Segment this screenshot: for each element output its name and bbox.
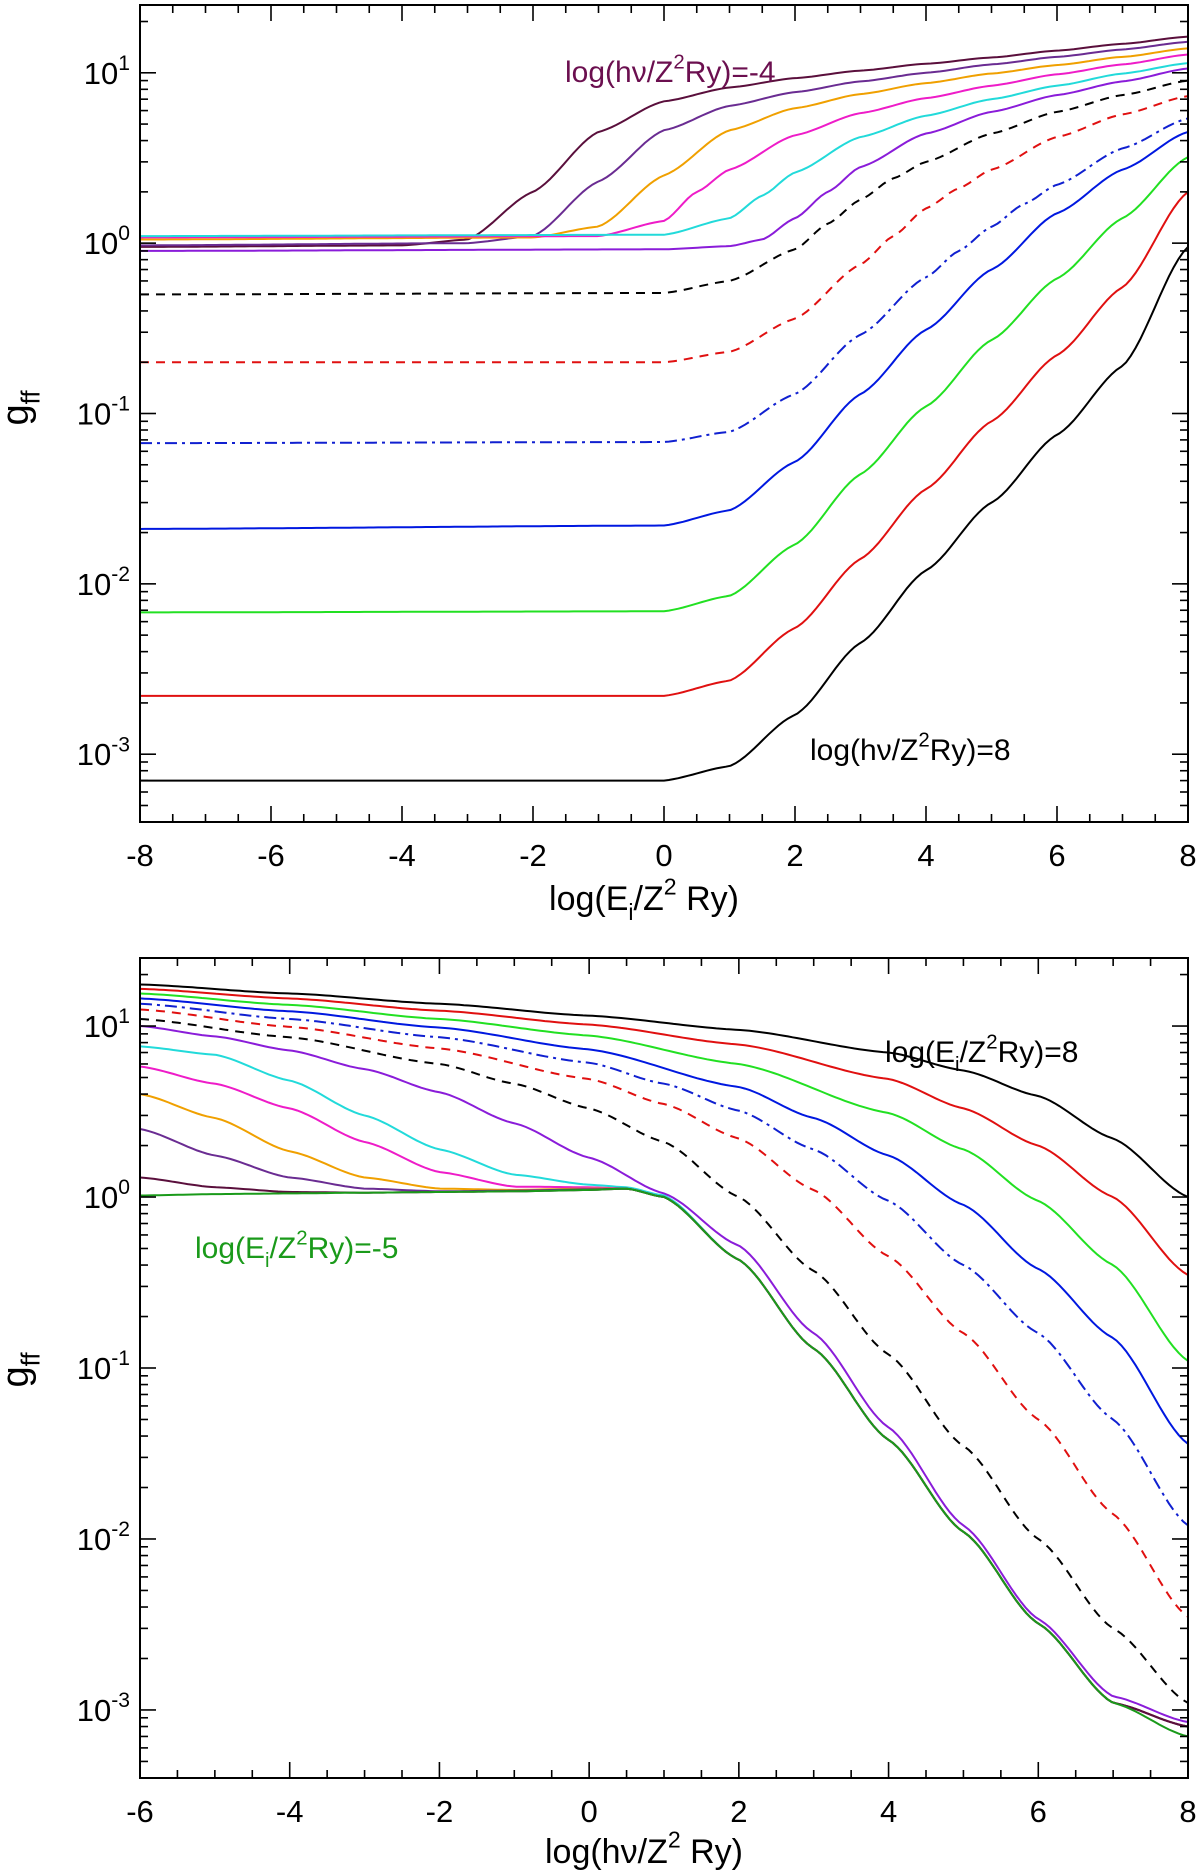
x-tick-label: 8 xyxy=(1179,1794,1196,1829)
series-line-5 xyxy=(140,1008,1188,1618)
series-line-3 xyxy=(140,997,1188,1445)
series-line-2 xyxy=(140,47,1188,241)
y-tick-label: 100 xyxy=(84,222,130,261)
series-line-6 xyxy=(140,1018,1188,1704)
x-tick-label: 6 xyxy=(1048,838,1065,873)
chart-bottom-gff-vs-photon-energy: -6 -4 -2 0 2 4 6 8 10-3 10-2 10-1 100 101 log(hν/Z2 R… xyxy=(0,957,1197,1870)
series-line-11 xyxy=(140,191,1188,697)
series-group xyxy=(140,983,1188,1738)
y-axis-title: gff xyxy=(0,1352,45,1388)
x-tick-label: -2 xyxy=(426,1794,454,1829)
series-line-7 xyxy=(140,95,1188,364)
y-tick-label: 10-2 xyxy=(77,563,130,602)
series-line-1 xyxy=(140,40,1188,247)
curve-annotation: log(Ei/Z2Ry)=8 xyxy=(885,1032,1078,1077)
x-tick-label: -8 xyxy=(126,838,154,873)
x-tick-label: -4 xyxy=(276,1794,304,1829)
x-tick-label: -4 xyxy=(388,838,416,873)
series-line-3 xyxy=(140,53,1188,239)
series-line-4 xyxy=(140,62,1188,238)
y-tick-label: 10-1 xyxy=(77,393,130,432)
x-tick-label: 8 xyxy=(1179,838,1196,873)
x-tick-label: -6 xyxy=(257,838,285,873)
series-line-5 xyxy=(140,67,1188,252)
x-tick-label: 2 xyxy=(730,1794,747,1829)
x-tick-label: 6 xyxy=(1030,1794,1047,1829)
series-line-10 xyxy=(140,1093,1188,1728)
series-line-6 xyxy=(140,79,1188,296)
x-tick-label: -2 xyxy=(519,838,547,873)
x-axis-title: log(Ei/Z2 Ry) xyxy=(549,874,739,926)
series-line-12 xyxy=(140,1176,1188,1728)
x-tick-label: 0 xyxy=(655,838,672,873)
x-axis-title: log(hν/Z2 Ry) xyxy=(545,1827,743,1870)
series-line-12 xyxy=(140,246,1188,782)
curve-annotation: log(Ei/Z2Ry)=-5 xyxy=(195,1228,398,1273)
series-line-4 xyxy=(140,1002,1188,1527)
x-tick-label: 0 xyxy=(581,1794,598,1829)
y-tick-label: 10-3 xyxy=(77,733,130,772)
series-group xyxy=(140,35,1188,782)
series-line-9 xyxy=(140,130,1188,530)
y-tick-label: 10-1 xyxy=(77,1347,130,1386)
series-line-11 xyxy=(140,1128,1188,1728)
series-line-0 xyxy=(140,35,1188,248)
series-line-8 xyxy=(140,1045,1188,1728)
y-tick-label: 10-3 xyxy=(77,1689,130,1728)
series-line-8 xyxy=(140,117,1188,445)
plot-frame xyxy=(139,957,1189,1779)
series-line-7 xyxy=(140,1025,1188,1723)
y-axis-title: gff xyxy=(0,390,45,426)
plot-frame xyxy=(139,4,1189,823)
x-tick-label: -6 xyxy=(126,1794,154,1829)
series-line-10 xyxy=(140,156,1188,614)
y-tick-label: 100 xyxy=(84,1176,130,1215)
series-line-0 xyxy=(140,983,1188,1198)
y-tick-label: 101 xyxy=(84,1005,130,1044)
series-line-13 xyxy=(140,1187,1188,1738)
x-tick-label: 4 xyxy=(917,838,934,873)
chart-top-gff-vs-electron-energy: -8 -6 -4 -2 0 2 4 6 8 10-3 10-2 10-1 100 101 log(Ei/Z2… xyxy=(0,4,1197,926)
y-tick-label: 10-2 xyxy=(77,1518,130,1557)
series-line-1 xyxy=(140,987,1188,1276)
curve-annotation: log(hν/Z2Ry)=-4 xyxy=(565,52,776,90)
curve-annotation: log(hν/Z2Ry)=8 xyxy=(810,730,1011,768)
x-tick-label: 4 xyxy=(880,1794,897,1829)
y-tick-label: 101 xyxy=(84,52,130,91)
series-line-9 xyxy=(140,1065,1188,1728)
series-line-2 xyxy=(140,992,1188,1362)
x-tick-label: 2 xyxy=(786,838,803,873)
